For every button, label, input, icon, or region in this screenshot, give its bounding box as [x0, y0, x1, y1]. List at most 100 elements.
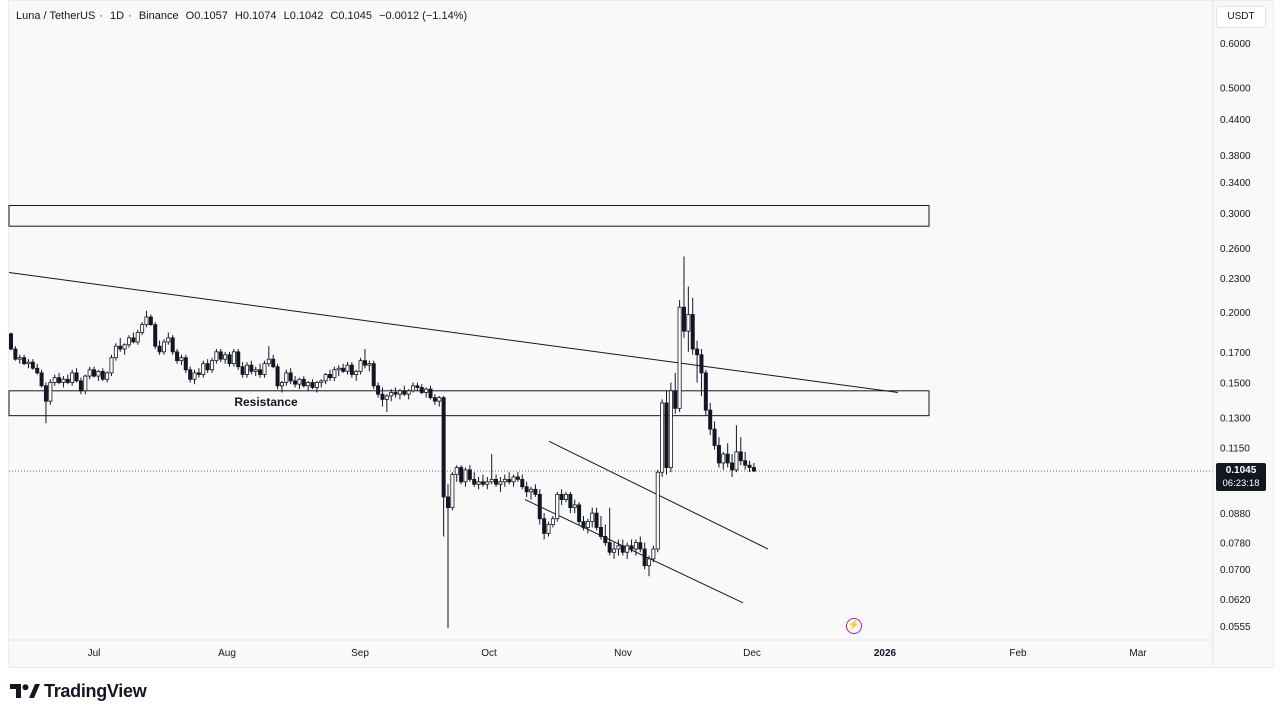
candle[interactable] — [367, 360, 372, 372]
candle[interactable] — [550, 515, 555, 528]
candle[interactable] — [96, 369, 101, 381]
candle[interactable] — [459, 465, 464, 485]
candle[interactable] — [450, 472, 455, 511]
candle[interactable] — [362, 348, 367, 369]
candle[interactable] — [157, 340, 162, 355]
candle[interactable] — [118, 337, 123, 352]
candle[interactable] — [61, 376, 66, 388]
candle[interactable] — [30, 359, 35, 370]
candle[interactable] — [445, 484, 450, 629]
candle[interactable] — [258, 363, 263, 378]
candle[interactable] — [411, 382, 416, 393]
candle[interactable] — [319, 379, 324, 388]
candle[interactable] — [244, 362, 249, 378]
candle[interactable] — [480, 474, 485, 487]
candle[interactable] — [48, 379, 53, 405]
candle[interactable] — [594, 507, 599, 531]
candle[interactable] — [581, 515, 586, 531]
candle[interactable] — [341, 363, 346, 373]
candle[interactable] — [507, 472, 512, 485]
candle[interactable] — [183, 354, 188, 373]
candle[interactable] — [572, 499, 577, 514]
candle[interactable] — [240, 362, 245, 378]
candle[interactable] — [253, 366, 258, 377]
candle[interactable] — [70, 369, 75, 386]
candle[interactable] — [266, 346, 271, 367]
candle[interactable] — [612, 542, 617, 559]
candle[interactable] — [467, 465, 472, 482]
candle[interactable] — [712, 421, 717, 450]
candle[interactable] — [494, 474, 499, 487]
candle[interactable] — [170, 335, 175, 355]
candle[interactable] — [52, 374, 57, 386]
candle[interactable] — [515, 472, 520, 482]
candle[interactable] — [148, 314, 153, 326]
candle[interactable] — [415, 382, 420, 391]
candle[interactable] — [393, 387, 398, 398]
candle[interactable] — [188, 366, 193, 383]
candle[interactable] — [236, 348, 241, 370]
candle[interactable] — [336, 365, 341, 377]
candle[interactable] — [546, 521, 551, 537]
candle[interactable] — [454, 465, 459, 482]
tradingview-logo[interactable]: TradingView — [10, 680, 147, 702]
candle[interactable] — [166, 332, 171, 345]
candle[interactable] — [43, 382, 48, 424]
candle[interactable] — [629, 539, 634, 553]
candle[interactable] — [677, 300, 682, 412]
supply-zone-box[interactable] — [8, 205, 930, 227]
candle[interactable] — [725, 443, 730, 468]
candle[interactable] — [747, 460, 752, 473]
candle[interactable] — [13, 346, 18, 361]
candle[interactable] — [559, 489, 564, 505]
candle[interactable] — [441, 395, 446, 537]
candle[interactable] — [297, 377, 302, 390]
candle[interactable] — [485, 476, 490, 490]
candle[interactable] — [533, 484, 538, 497]
candle[interactable] — [113, 343, 118, 361]
candle[interactable] — [647, 555, 652, 577]
candle[interactable] — [721, 451, 726, 470]
candle[interactable] — [22, 354, 27, 366]
candle[interactable] — [131, 332, 136, 344]
candle[interactable] — [419, 384, 424, 395]
candle[interactable] — [699, 348, 704, 396]
candle[interactable] — [511, 474, 516, 487]
candle[interactable] — [681, 256, 686, 338]
candle[interactable] — [638, 536, 643, 553]
candle[interactable] — [502, 474, 507, 487]
candle[interactable] — [349, 362, 354, 378]
candle[interactable] — [406, 389, 411, 400]
candle[interactable] — [520, 474, 525, 490]
candle[interactable] — [563, 491, 568, 503]
candle[interactable] — [686, 286, 691, 352]
candle[interactable] — [223, 351, 228, 364]
candle[interactable] — [673, 372, 678, 414]
channel-lower-line[interactable] — [524, 499, 744, 604]
candle[interactable] — [664, 390, 669, 475]
candle[interactable] — [690, 297, 695, 355]
candle[interactable] — [323, 372, 328, 385]
candle[interactable] — [703, 369, 708, 416]
currency-unit-button[interactable]: USDT — [1216, 6, 1266, 28]
candle[interactable] — [428, 385, 433, 400]
candle[interactable] — [144, 310, 149, 328]
candle[interactable] — [668, 382, 673, 473]
candle[interactable] — [625, 542, 630, 559]
candle[interactable] — [607, 507, 612, 556]
candle[interactable] — [78, 377, 83, 395]
candle[interactable] — [83, 374, 88, 395]
candle[interactable] — [39, 369, 44, 388]
candle[interactable] — [179, 354, 184, 366]
candle[interactable] — [192, 369, 197, 385]
candle[interactable] — [568, 491, 573, 514]
candle[interactable] — [301, 376, 306, 388]
candle[interactable] — [695, 340, 700, 383]
candle[interactable] — [306, 380, 311, 391]
candle[interactable] — [489, 454, 494, 485]
lightning-icon[interactable]: ⚡ — [846, 618, 862, 634]
candle[interactable] — [655, 469, 660, 553]
candle[interactable] — [751, 462, 756, 473]
candle[interactable] — [620, 539, 625, 556]
